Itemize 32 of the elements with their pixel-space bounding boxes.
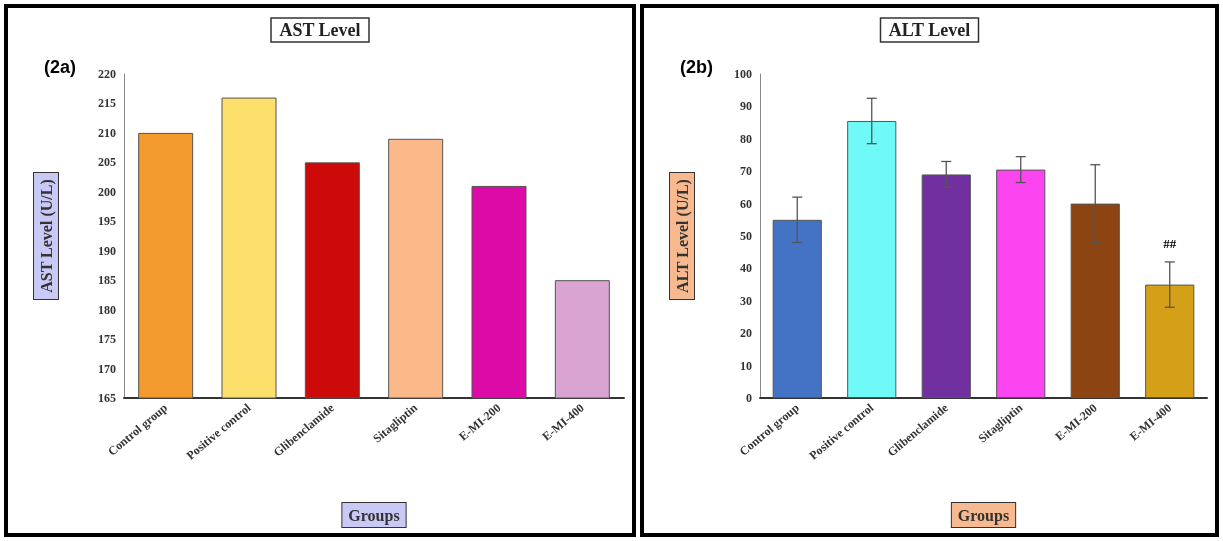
- y-tick-label: 215: [98, 96, 116, 111]
- y-tick-label: 200: [98, 184, 116, 199]
- y-tick-label: 205: [98, 155, 116, 170]
- chart-title: ALT Level: [888, 20, 971, 40]
- y-tick-label: 100: [734, 67, 752, 81]
- y-tick-label: 170: [98, 361, 116, 376]
- y-tick-label: 90: [740, 99, 752, 114]
- y-tick-label: 175: [98, 332, 116, 347]
- y-tick-label: 195: [98, 214, 116, 229]
- y-tick-label: 60: [740, 196, 752, 211]
- y-tick-label: 0: [746, 391, 752, 405]
- y-tick-label: 190: [98, 243, 116, 258]
- y-tick-label: 80: [740, 131, 752, 146]
- y-tick-label: 220: [98, 67, 116, 81]
- x-axis-title: Groups: [348, 506, 400, 525]
- y-tick-label: 165: [98, 391, 116, 405]
- chart-title: AST Level: [279, 20, 361, 40]
- y-tick-label: 40: [740, 261, 752, 276]
- text: (2b): [680, 57, 713, 77]
- y-tick-label: 70: [740, 164, 752, 179]
- y-tick-label: 50: [740, 229, 752, 243]
- x-axis-title: Groups: [957, 506, 1010, 525]
- y-axis-title: ALT Level (U/L): [673, 179, 692, 293]
- text: (2a): [44, 57, 77, 77]
- y-tick-label: 30: [740, 293, 752, 308]
- y-axis-title: AST Level (U/L): [37, 179, 56, 293]
- y-tick-label: 20: [740, 326, 752, 341]
- y-tick-label: 185: [98, 273, 116, 288]
- annotation: ##: [1163, 235, 1177, 251]
- y-tick-label: 210: [98, 125, 116, 140]
- y-tick-label: 10: [740, 358, 752, 373]
- y-tick-label: 180: [98, 302, 116, 317]
